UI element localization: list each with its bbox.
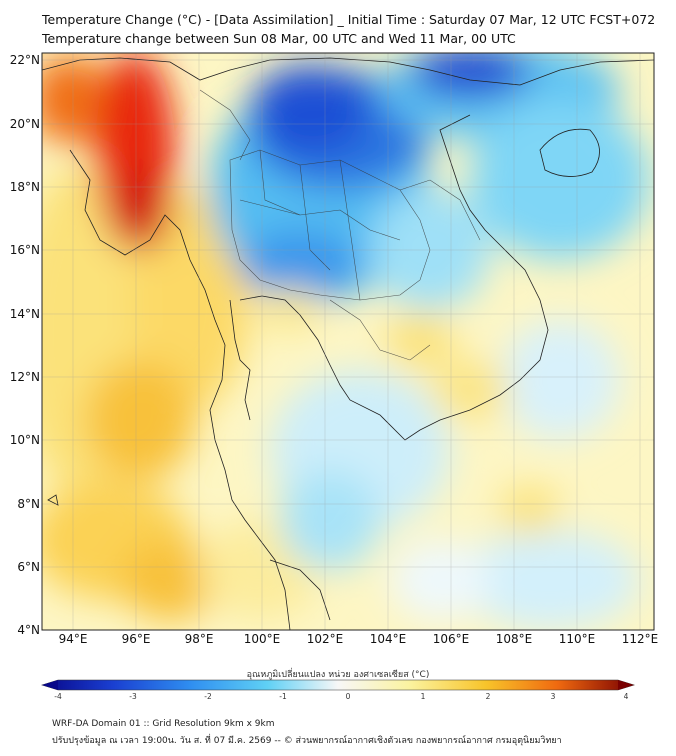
- lon-label: 94°E: [58, 632, 88, 646]
- colorbar-tick: 3: [550, 692, 556, 701]
- lon-label: 112°E: [621, 632, 659, 646]
- lat-label: 10°N: [9, 433, 40, 447]
- lon-label: 102°E: [306, 632, 344, 646]
- map-title: Temperature Change (°C) - [Data Assimila…: [42, 12, 656, 27]
- lon-label: 110°E: [558, 632, 596, 646]
- footer-model-info: WRF-DA Domain 01 :: Grid Resolution 9km …: [52, 719, 275, 729]
- footer-update-info: ปรับปรุงข้อมูล ณ เวลา 19:00น. วัน ส. ที่…: [52, 736, 562, 746]
- lon-label: 108°E: [495, 632, 533, 646]
- lat-label: 14°N: [9, 307, 40, 321]
- lat-label: 8°N: [17, 497, 40, 511]
- coastlines: [42, 57, 654, 630]
- lat-label: 16°N: [9, 243, 40, 257]
- colorbar-title: อุณหภูมิเปลี่ยนแปลง หน่วย องศาเซลเซียส (…: [246, 670, 430, 680]
- lat-label: 18°N: [9, 180, 40, 194]
- lon-label: 96°E: [121, 632, 151, 646]
- lon-label: 104°E: [369, 632, 407, 646]
- colorbar: [40, 679, 636, 691]
- lat-label: 4°N: [17, 623, 40, 637]
- lat-label: 12°N: [9, 370, 40, 384]
- province-borders: [199, 89, 481, 361]
- colorbar-tick: 4: [623, 692, 629, 701]
- colorbar-tick: -3: [129, 692, 137, 701]
- colorbar-tick: 1: [420, 692, 426, 701]
- colorbar-tick: -2: [204, 692, 212, 701]
- lat-label: 20°N: [9, 117, 40, 131]
- colorbar-tick: 2: [485, 692, 491, 701]
- colorbar-tick: -1: [279, 692, 287, 701]
- lon-label: 98°E: [184, 632, 214, 646]
- temperature-field: [42, 53, 654, 630]
- colorbar-tick: 0: [345, 692, 351, 701]
- map-subtitle: Temperature change between Sun 08 Mar, 0…: [42, 31, 516, 46]
- graticule: [42, 53, 654, 630]
- lat-label: 22°N: [9, 53, 40, 67]
- lat-label: 6°N: [17, 560, 40, 574]
- lon-label: 100°E: [243, 632, 281, 646]
- map-frame: [41, 52, 655, 631]
- colorbar-tick: -4: [54, 692, 62, 701]
- lon-label: 106°E: [432, 632, 470, 646]
